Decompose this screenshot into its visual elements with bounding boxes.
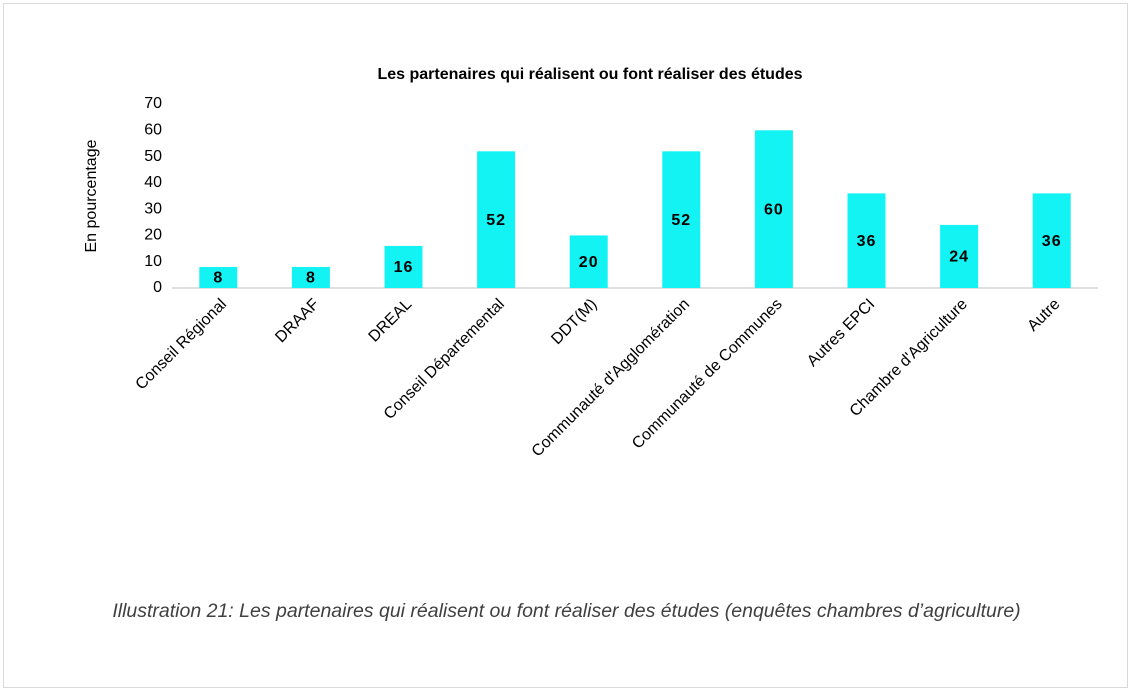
y-axis-label: En pourcentage — [83, 139, 100, 252]
data-label: 52 — [486, 212, 506, 229]
bar — [291, 266, 330, 288]
y-tick-label: 20 — [144, 227, 162, 244]
x-tick-label: DDT(M) — [548, 296, 600, 348]
chart-frame — [3, 3, 1128, 688]
bar — [199, 266, 238, 288]
bar — [384, 245, 423, 288]
bar — [477, 151, 516, 288]
data-label: 20 — [579, 254, 599, 271]
y-tick-label: 70 — [144, 95, 162, 112]
bar — [754, 130, 793, 288]
x-tick-label: Communauté de Communes — [629, 296, 786, 453]
caption: Illustration 21: Les partenaires qui réa… — [112, 600, 1021, 622]
bar — [847, 193, 886, 288]
y-tick-label: 50 — [144, 148, 162, 165]
y-tick-label: 60 — [144, 122, 162, 139]
y-tick-label: 10 — [144, 253, 162, 270]
x-tick-label: Autres EPCI — [804, 296, 878, 370]
x-tick-label: DREAL — [366, 296, 416, 346]
x-tick-label: Autre — [1024, 296, 1063, 335]
x-tick-label: Conseil Régional — [133, 296, 231, 394]
x-tick-label: DRAAF — [272, 296, 323, 347]
y-tick-label: 0 — [153, 279, 162, 296]
data-label: 24 — [949, 249, 969, 266]
bar — [569, 235, 608, 288]
data-label: 8 — [213, 270, 223, 287]
data-label: 60 — [764, 201, 784, 218]
data-label: 36 — [857, 233, 877, 250]
chart-title: Les partenaires qui réalisent ou font ré… — [377, 66, 802, 83]
data-label: 36 — [1042, 233, 1062, 250]
bar — [662, 151, 701, 288]
y-tick-label: 40 — [144, 174, 162, 191]
x-tick-label: Communauté d'Agglomération — [529, 296, 694, 461]
data-label: 16 — [394, 259, 414, 276]
y-tick-label: 30 — [144, 200, 162, 217]
data-label: 8 — [306, 270, 316, 287]
bar — [940, 224, 979, 288]
bar — [1032, 193, 1071, 288]
data-label: 52 — [671, 212, 691, 229]
